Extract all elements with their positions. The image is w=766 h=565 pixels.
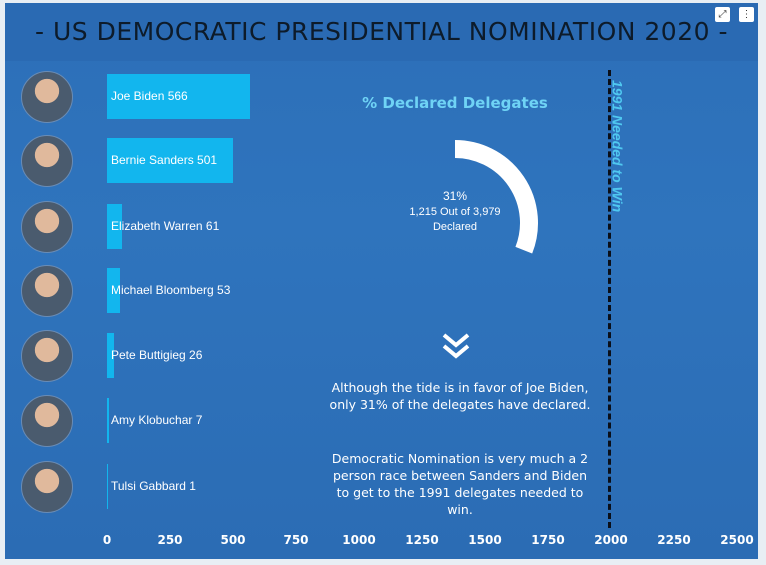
- x-tick-label: 750: [283, 533, 309, 547]
- x-tick-label: 250: [157, 533, 183, 547]
- candidate-row: Michael Bloomberg 53: [5, 265, 335, 317]
- candidate-photo: [21, 201, 73, 253]
- commentary-paragraph-1: Although the tide is in favor of Joe Bid…: [329, 380, 591, 412]
- bar-label: Bernie Sanders 501: [111, 153, 218, 167]
- bar[interactable]: [107, 333, 114, 378]
- candidate-row: Joe Biden 566: [5, 71, 335, 123]
- bar[interactable]: [107, 398, 109, 443]
- x-tick-label: 2250: [657, 533, 691, 547]
- x-tick-label: 2500: [720, 533, 754, 547]
- bar[interactable]: [107, 204, 123, 249]
- donut-count: 1,215 Out of 3,979: [409, 206, 501, 218]
- needed-to-win-line: [607, 70, 611, 528]
- x-tick-label: 500: [220, 533, 246, 547]
- candidate-photo: [21, 135, 73, 187]
- x-tick-label: 1750: [531, 533, 565, 547]
- bar-label: Amy Klobuchar 7: [111, 413, 203, 427]
- candidate-row: Amy Klobuchar 7: [5, 395, 335, 447]
- candidate-photo: [21, 71, 73, 123]
- candidate-photo: [21, 395, 73, 447]
- candidate-row: Pete Buttigieg 26: [5, 330, 335, 382]
- candidate-photo: [21, 265, 73, 317]
- bar-label: Tulsi Gabbard 1: [111, 479, 196, 493]
- donut-declared: Declared: [432, 221, 478, 233]
- x-tick-label: 1500: [468, 533, 502, 547]
- x-tick-label: 0: [102, 533, 112, 547]
- expand-icon[interactable]: ⤢: [715, 7, 730, 22]
- bar[interactable]: [107, 138, 234, 183]
- bar[interactable]: [107, 74, 250, 119]
- donut-percent: 31%: [442, 189, 468, 203]
- page-title: - US DEMOCRATIC PRESIDENTIAL NOMINATION …: [35, 17, 728, 46]
- chevron-double-down-icon[interactable]: [441, 331, 471, 361]
- x-tick-label: 1250: [405, 533, 439, 547]
- candidate-photo: [21, 461, 73, 513]
- bar-label: Joe Biden 566: [111, 89, 188, 103]
- candidate-row: Bernie Sanders 501: [5, 135, 335, 187]
- dashboard: - US DEMOCRATIC PRESIDENTIAL NOMINATION …: [5, 3, 758, 559]
- x-tick-label: 1000: [342, 533, 376, 547]
- bar-label: Michael Bloomberg 53: [111, 283, 231, 297]
- title-bar: - US DEMOCRATIC PRESIDENTIAL NOMINATION …: [5, 3, 758, 61]
- donut-chart: [454, 140, 538, 254]
- needed-to-win-label: 1991 Needed to Win: [609, 80, 626, 213]
- candidate-row: Tulsi Gabbard 1: [5, 461, 335, 513]
- donut-title: % Declared Delegates: [362, 94, 548, 112]
- bar[interactable]: [107, 464, 108, 509]
- bar-label: Elizabeth Warren 61: [111, 219, 220, 233]
- candidate-row: Elizabeth Warren 61: [5, 201, 335, 253]
- x-tick-label: 2000: [594, 533, 628, 547]
- more-vertical-icon[interactable]: ⋮: [739, 7, 754, 22]
- commentary-paragraph-2: Democratic Nomination is very much a 2 p…: [331, 451, 589, 517]
- donut-arc: [454, 140, 538, 254]
- bar[interactable]: [107, 268, 121, 313]
- candidate-photo: [21, 330, 73, 382]
- bar-label: Pete Buttigieg 26: [111, 348, 203, 362]
